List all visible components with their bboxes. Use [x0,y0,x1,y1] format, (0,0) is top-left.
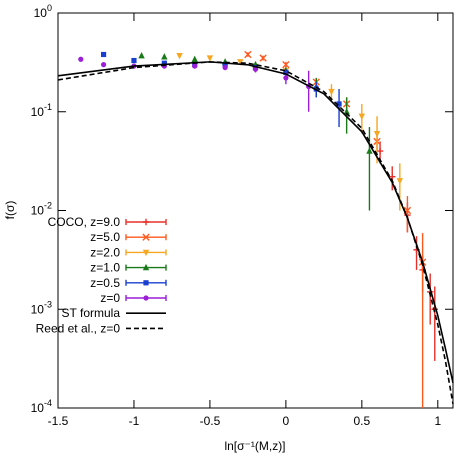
point [389,173,396,180]
point [244,50,252,59]
point [358,113,366,120]
x-axis-label: ln[σ⁻¹(M,z)] [224,439,285,453]
x-tick-label: -0.5 [200,414,221,428]
point [222,62,228,68]
point [396,178,404,185]
point [336,101,342,107]
point [142,233,150,241]
y-tick-label: 10-3 [31,299,52,316]
point [142,218,150,226]
legend-label: COCO, z=9.0 [48,215,121,229]
point [131,57,137,64]
curve [57,61,454,405]
x-tick-label: 1 [434,414,441,428]
x-tick-label: 0 [283,414,290,428]
y-tick-label: 10-4 [31,398,52,415]
x-tick-label: -1 [129,414,140,428]
legend-label: z=0.5 [90,276,120,290]
y-tick-label: 10-2 [31,201,52,218]
point [176,52,183,60]
point [78,56,84,62]
point [206,55,214,62]
x-tick-label: 0.5 [354,414,371,428]
point [222,64,228,71]
point [237,59,244,66]
point [376,147,384,155]
point [366,147,373,154]
y-tick-label: 100 [34,3,52,20]
y-tick-label: 10-1 [31,102,52,119]
plot-area [57,50,454,408]
point [142,249,150,257]
point [161,53,168,60]
legend-label: Reed et al., z=0 [36,321,121,335]
point [143,295,149,301]
legend-label: z=0 [100,291,120,305]
point [282,60,290,69]
legend-label: z=1.0 [90,261,120,275]
legend-label: z=2.0 [90,245,120,259]
point [259,54,267,62]
point [100,62,107,68]
point [100,51,107,58]
point [161,60,167,66]
y-axis-label: f(σ) [3,201,17,220]
point [191,55,198,62]
point [192,63,198,69]
legend-label: ST formula [62,306,121,320]
point [373,130,381,138]
legend-label: z=5.0 [90,230,120,244]
point [328,88,335,96]
point [143,280,149,286]
point [252,66,259,72]
point [343,108,350,115]
x-tick-label: -1.5 [48,414,69,428]
point [142,263,150,271]
legend: COCO, z=9.0z=5.0z=2.0 z=1.0z=0.5z=0ST for… [36,215,167,335]
point [283,75,289,81]
point [138,51,145,59]
